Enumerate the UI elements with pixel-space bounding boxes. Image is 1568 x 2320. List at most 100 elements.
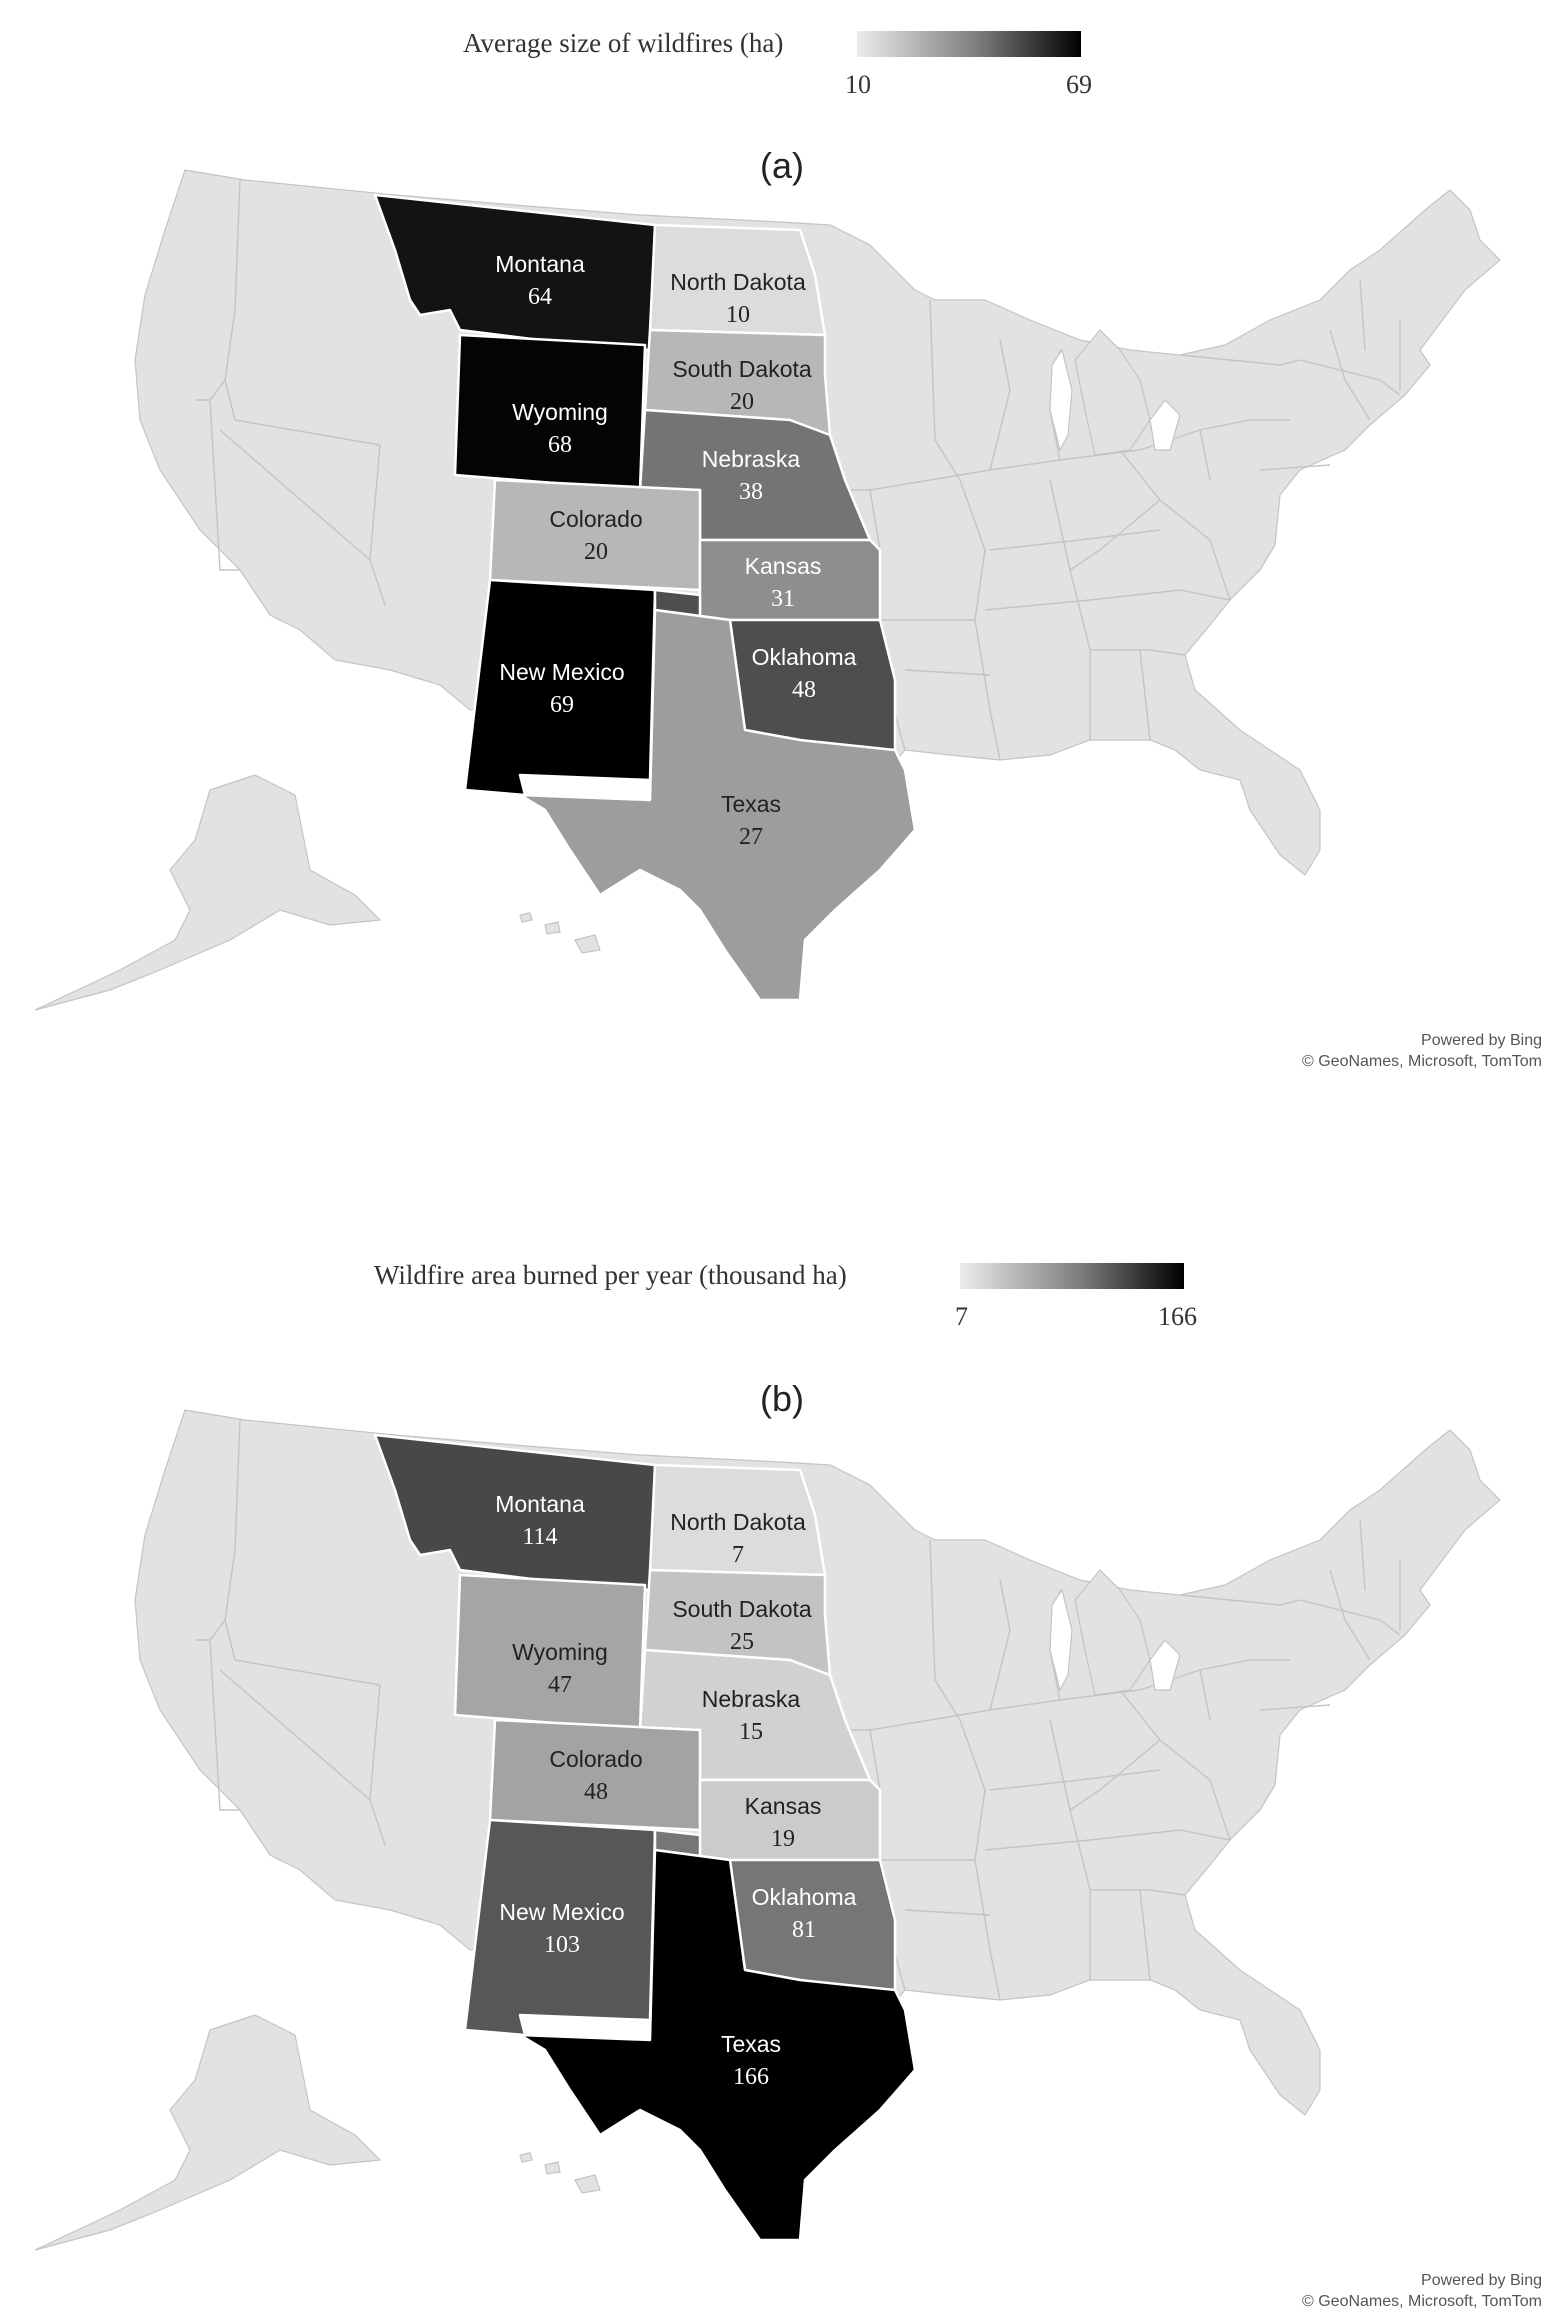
state-border — [1199, 429, 1211, 481]
state-border — [904, 1909, 991, 1916]
state-colorado — [488, 1718, 702, 1832]
state-label-kansas: Kansas — [745, 1793, 822, 1819]
state-label-texas: Texas — [721, 791, 781, 817]
state-border — [209, 1639, 240, 1811]
state-border — [1329, 1569, 1371, 1661]
state-border — [1139, 649, 1151, 741]
state-label-south-dakota: South Dakota — [672, 356, 812, 382]
state-texas — [518, 1848, 917, 2242]
hawaii-island — [519, 2152, 533, 2163]
state-border — [1049, 479, 1091, 740]
state-border — [219, 429, 386, 606]
state-value-colorado: 48 — [584, 1779, 608, 1805]
state-border — [1069, 499, 1161, 571]
state-label-colorado: Colorado — [549, 1746, 642, 1772]
state-value-montana: 114 — [522, 1524, 557, 1550]
credit-powered-by: Powered by Bing — [1421, 1032, 1542, 1049]
state-label-north-dakota: North Dakota — [670, 269, 806, 295]
state-texas — [518, 608, 917, 1002]
state-border — [224, 1619, 381, 1686]
state-value-kansas: 31 — [771, 586, 795, 612]
state-border — [224, 379, 381, 446]
hawaii-island — [519, 912, 533, 923]
state-label-montana: Montana — [495, 251, 585, 277]
state-border — [369, 1684, 381, 1801]
state-label-colorado: Colorado — [549, 506, 642, 532]
state-border — [369, 444, 381, 561]
legend-gradient-bar — [960, 1263, 1184, 1289]
hawaii-island — [544, 2161, 561, 2175]
map-credit: Powered by Bing © GeoNames, Microsoft, T… — [1302, 2270, 1542, 2312]
legend-min-label: 7 — [955, 1302, 968, 1331]
state-value-nebraska: 38 — [739, 479, 763, 505]
state-label-north-dakota: North Dakota — [670, 1509, 806, 1535]
state-border — [1359, 279, 1366, 351]
state-border — [1139, 1889, 1151, 1981]
state-value-wyoming: 47 — [548, 1672, 572, 1698]
lake-michigan — [1049, 348, 1073, 452]
state-border — [1259, 464, 1331, 471]
panel-label: (a) — [760, 145, 804, 186]
state-value-north-dakota: 10 — [726, 302, 750, 328]
state-label-south-dakota: South Dakota — [672, 1596, 812, 1622]
credit-sources: © GeoNames, Microsoft, TomTom — [1302, 2293, 1542, 2310]
state-value-oklahoma: 81 — [792, 1917, 816, 1943]
state-value-new-mexico: 103 — [544, 1932, 580, 1958]
state-value-nebraska: 15 — [739, 1719, 763, 1745]
state-border — [1199, 1669, 1211, 1721]
legend-min-label: 10 — [845, 70, 871, 99]
map-panel-a: Average size of wildfires (ha) 10 69 (a)… — [34, 28, 1542, 1072]
credit-powered-by: Powered by Bing — [1421, 2272, 1542, 2289]
legend-max-label: 166 — [1158, 1302, 1197, 1331]
state-label-wyoming: Wyoming — [512, 399, 608, 425]
state-border — [989, 339, 1011, 471]
legend-title: Average size of wildfires (ha) — [463, 28, 784, 58]
state-value-texas: 166 — [733, 2064, 769, 2090]
state-border — [904, 669, 991, 676]
state-border — [1049, 1719, 1091, 1980]
state-border — [1069, 1739, 1161, 1811]
state-value-south-dakota: 25 — [730, 1629, 754, 1655]
state-border — [929, 299, 961, 481]
state-value-wyoming: 68 — [548, 432, 572, 458]
state-value-montana: 64 — [528, 284, 552, 310]
state-label-new-mexico: New Mexico — [499, 659, 624, 685]
state-colorado — [488, 478, 702, 592]
legend-gradient-bar — [857, 31, 1081, 57]
state-border — [1090, 649, 1186, 656]
state-border — [209, 399, 240, 571]
state-value-south-dakota: 20 — [730, 389, 754, 415]
legend-max-label: 69 — [1066, 70, 1092, 99]
state-border — [1090, 1889, 1186, 1896]
hawaii-island — [574, 2174, 601, 2194]
alaska-shape — [34, 774, 382, 1011]
state-border — [1259, 1704, 1331, 1711]
state-border — [1179, 1594, 1301, 1606]
state-value-texas: 27 — [739, 824, 763, 850]
state-new-mexico — [463, 1818, 657, 2037]
state-border — [989, 529, 1161, 551]
state-border — [929, 1539, 961, 1721]
state-label-oklahoma: Oklahoma — [752, 1884, 857, 1910]
state-border — [1299, 1599, 1401, 1636]
state-label-nebraska: Nebraska — [702, 446, 801, 472]
state-border — [989, 1579, 1011, 1711]
panel-label: (b) — [760, 1378, 804, 1419]
map-credit: Powered by Bing © GeoNames, Microsoft, T… — [1302, 1030, 1542, 1072]
state-border — [984, 1829, 1231, 1851]
state-value-kansas: 19 — [771, 1826, 795, 1852]
state-value-colorado: 20 — [584, 539, 608, 565]
state-border — [1299, 359, 1401, 396]
state-new-mexico — [463, 578, 657, 797]
state-label-texas: Texas — [721, 2031, 781, 2057]
state-north-dakota — [648, 1463, 827, 1577]
great-lake — [1149, 1639, 1181, 1691]
state-label-nebraska: Nebraska — [702, 1686, 801, 1712]
state-value-new-mexico: 69 — [550, 692, 574, 718]
state-label-montana: Montana — [495, 1491, 585, 1517]
state-border — [984, 589, 1231, 611]
choropleth-map: Montana 64 North Dakota 10 South Dakota 20 Wyo… — [34, 169, 1501, 1011]
hawaii-island — [574, 934, 601, 954]
state-border — [1359, 1519, 1366, 1591]
state-value-oklahoma: 48 — [792, 677, 816, 703]
